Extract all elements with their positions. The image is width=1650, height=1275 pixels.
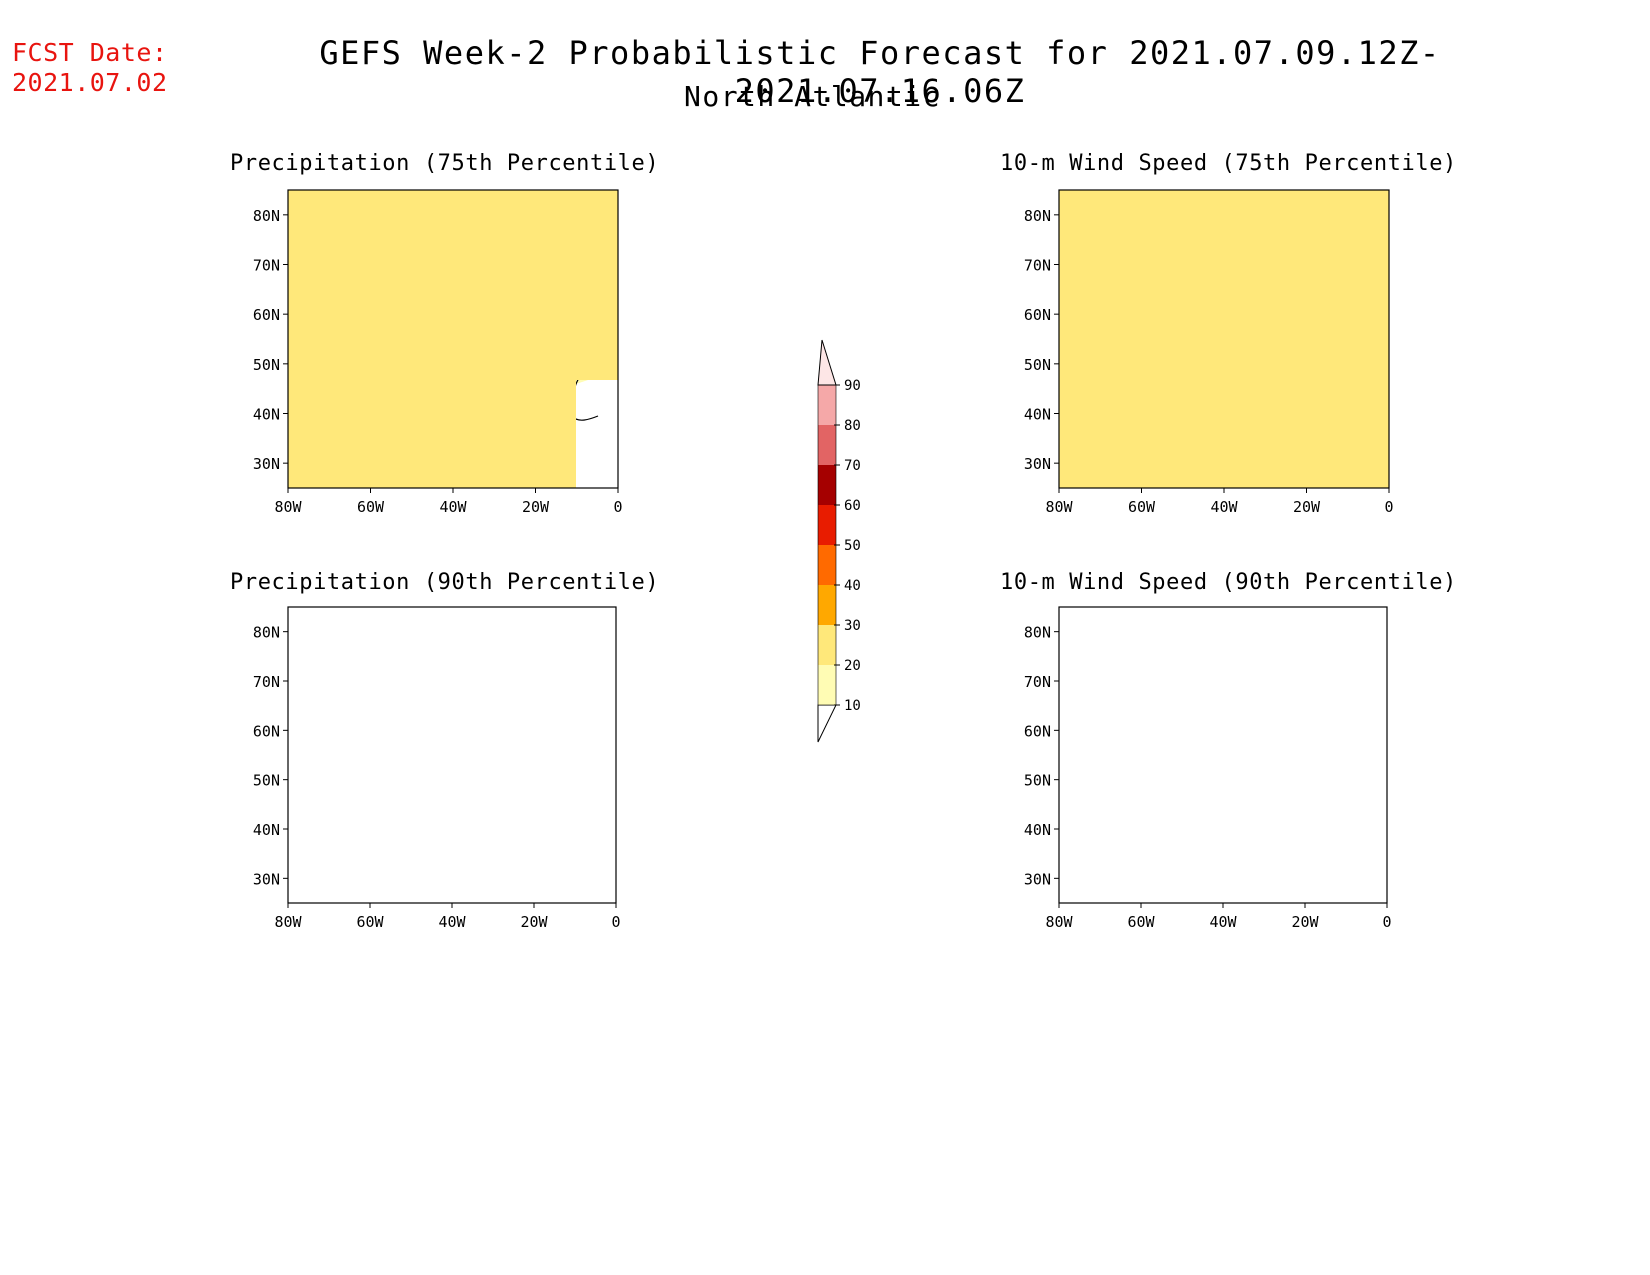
lat-label-p3: 70N [1024, 257, 1051, 275]
colorbar-label: 20 [844, 658, 861, 674]
map-wind-90 [1058, 606, 1388, 904]
lat-label-p2: 30N [253, 870, 280, 888]
panel-title-precip75: Precipitation (75th Percentile) [230, 151, 660, 176]
lat-label-p4: 80N [1024, 624, 1051, 642]
fcst-date-value: 2021.07.02 [12, 68, 168, 97]
lon-label-p2: 20W [520, 913, 548, 931]
lon-label-p1: 0 [613, 498, 622, 516]
colorbar-label: 10 [844, 698, 861, 714]
colorbar-swatch [818, 625, 836, 665]
lon-label-p2: 80W [274, 913, 302, 931]
lon-label-p1: 20W [522, 498, 550, 516]
colorbar-label: 30 [844, 618, 861, 634]
lat-label-p3: 30N [1024, 455, 1051, 473]
main-title: GEFS Week-2 Probabilistic Forecast for 2… [319, 34, 1441, 110]
lat-label-p4: 60N [1024, 722, 1051, 740]
colorbar-swatch [818, 545, 836, 585]
colorbar-swatch [818, 385, 836, 425]
lon-label-p3: 20W [1293, 498, 1321, 516]
lon-label-p2: 40W [438, 913, 466, 931]
lat-label-p2: 80N [253, 624, 280, 642]
lat-label-p4: 30N [1024, 870, 1051, 888]
lat-label-p4: 70N [1024, 673, 1051, 691]
panel-title-wind75: 10-m Wind Speed (75th Percentile) [1000, 151, 1457, 176]
lon-label-p3: 60W [1128, 498, 1156, 516]
colorbar-label: 60 [844, 498, 861, 514]
lat-label-p2: 60N [253, 722, 280, 740]
lon-label-p1: 60W [357, 498, 385, 516]
region-subtitle: North Atlantic [683, 80, 941, 113]
lat-label-p3: 60N [1024, 306, 1051, 324]
colorbar-lower-arrow [817, 704, 837, 743]
lat-label-p3: 80N [1024, 207, 1051, 225]
lon-label-p3: 40W [1210, 498, 1238, 516]
lon-label-p4: 0 [1382, 913, 1391, 931]
lat-label-p4: 40N [1024, 821, 1051, 839]
lat-label-p1: 40N [253, 406, 280, 424]
lon-label-p2: 60W [356, 913, 384, 931]
lon-label-p4: 40W [1209, 913, 1237, 931]
map-precip-90 [287, 606, 617, 904]
colorbar-swatch [818, 585, 836, 625]
lon-label-p3: 0 [1384, 498, 1393, 516]
colorbar-swatch [818, 425, 836, 465]
map-wind-75 [1058, 189, 1390, 489]
colorbar-upper-arrow [817, 339, 837, 386]
lat-label-p1: 30N [253, 455, 280, 473]
lon-label-p4: 20W [1291, 913, 1319, 931]
lat-label-p2: 70N [253, 673, 280, 691]
lat-label-p3: 50N [1024, 356, 1051, 374]
colorbar-swatch [818, 465, 836, 505]
lat-label-p1: 70N [253, 257, 280, 275]
map-precip-75 [287, 189, 619, 489]
lon-label-p3: 80W [1045, 498, 1073, 516]
colorbar-label: 50 [844, 538, 861, 554]
colorbar: 10 20 30 40 50 60 70 80 90 [817, 339, 861, 743]
panel-title-precip90: Precipitation (90th Percentile) [230, 570, 660, 595]
lat-label-p1: 60N [253, 306, 280, 324]
colorbar-swatch [818, 505, 836, 545]
lon-label-p4: 80W [1045, 913, 1073, 931]
panel-title-wind90: 10-m Wind Speed (90th Percentile) [1000, 570, 1457, 595]
lat-label-p4: 50N [1024, 772, 1051, 790]
lon-label-p1: 80W [274, 498, 302, 516]
lat-label-p2: 50N [253, 772, 280, 790]
lon-label-p2: 0 [611, 913, 620, 931]
lat-label-p3: 40N [1024, 406, 1051, 424]
lon-label-p4: 60W [1127, 913, 1155, 931]
colorbar-label: 70 [844, 458, 861, 474]
lat-label-p1: 80N [253, 207, 280, 225]
colorbar-label: 40 [844, 578, 861, 594]
lat-label-p2: 40N [253, 821, 280, 839]
colorbar-label: 80 [844, 418, 861, 434]
lat-label-p1: 50N [253, 356, 280, 374]
map-axes: 80W 60W 40W 20W 0 80N 70N 60N 50N 40N 30N 80W 60W 40W… [253, 207, 1394, 931]
lon-label-p1: 40W [439, 498, 467, 516]
colorbar-swatch [818, 665, 836, 705]
colorbar-label: 90 [844, 378, 861, 394]
fcst-date-label: FCST Date: [12, 38, 168, 67]
